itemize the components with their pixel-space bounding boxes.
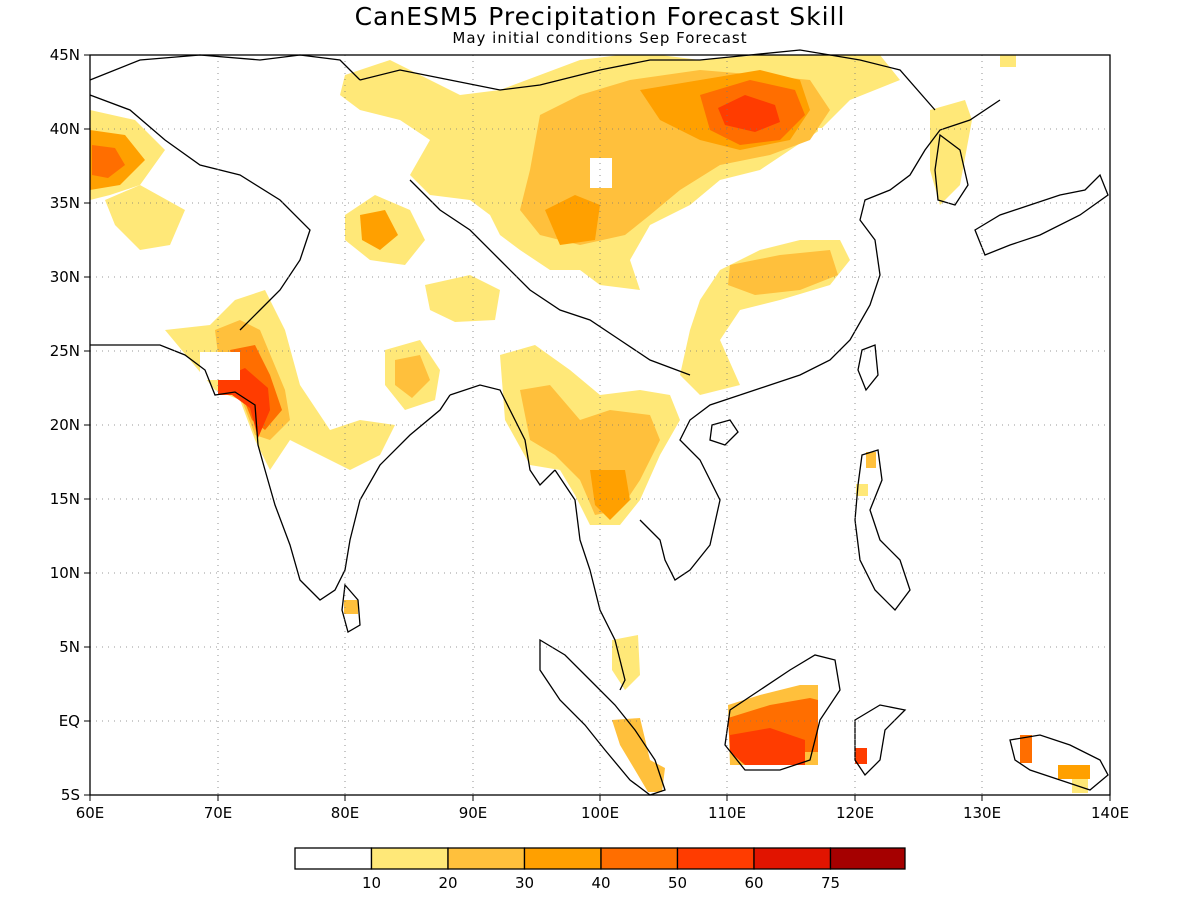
skill-cell: [344, 600, 358, 614]
skill-cell: [1058, 765, 1090, 779]
coastline-japan: [974, 173, 1109, 256]
coastline-korea: [934, 133, 969, 206]
map-subtitle: May initial conditions Sep Forecast: [452, 29, 748, 47]
lat-label: 20N: [50, 416, 80, 434]
lon-label: 100E: [581, 804, 619, 822]
skill-cell: [855, 748, 867, 764]
coastlines: [89, 49, 1109, 796]
lon-label: 70E: [204, 804, 233, 822]
skill-cell: [1020, 735, 1032, 763]
gridlines: [90, 55, 1110, 795]
coastline-new-guinea: [1009, 734, 1109, 791]
skill-region-central-india: [395, 355, 430, 398]
skill-region-north-central-asia: [718, 95, 780, 132]
lat-label: 10N: [50, 564, 80, 582]
skill-region-korea: [930, 100, 972, 205]
legend-swatch: [676, 847, 755, 870]
legend-swatch: [829, 847, 906, 870]
lat-label: 15N: [50, 490, 80, 508]
masked-cell: [200, 352, 240, 380]
lon-label: 120E: [836, 804, 874, 822]
skill-region-south-china: [728, 250, 838, 295]
coastline-taiwan: [857, 344, 879, 392]
lon-ticks: [89, 795, 1111, 801]
lon-label: 60E: [76, 804, 105, 822]
legend-level-label: 50: [668, 874, 687, 892]
coastline-borneo: [724, 654, 841, 771]
coastline-srilanka: [341, 583, 361, 633]
skill-region-sumatra: [612, 718, 665, 792]
legend-swatch: [294, 847, 373, 870]
coastline-sumatra: [539, 638, 666, 796]
legend-level-label: 75: [821, 874, 840, 892]
skill-region-indochina: [590, 470, 630, 520]
legend-level-label: 20: [438, 874, 457, 892]
coastline-india: [90, 344, 451, 601]
skill-region-nepal: [425, 275, 500, 322]
lat-label: 45N: [50, 46, 80, 64]
coastline-indochina: [554, 394, 741, 691]
skill-region-west-india: [218, 368, 270, 438]
lat-label: 5S: [61, 786, 80, 804]
legend-level-label: 60: [744, 874, 763, 892]
masked-cell: [818, 128, 842, 158]
coastline-hainan: [709, 419, 739, 446]
lat-label: 25N: [50, 342, 80, 360]
lon-label: 110E: [708, 804, 746, 822]
legend-level-label: 30: [515, 874, 534, 892]
legend-level-label: 40: [591, 874, 610, 892]
lon-label: 80E: [331, 804, 360, 822]
skill-region-iran: [92, 145, 125, 178]
lat-label: EQ: [59, 712, 80, 730]
coastline-china: [739, 99, 1001, 396]
lat-label: 30N: [50, 268, 80, 286]
lat-ticks: [84, 54, 90, 796]
skill-cell: [856, 484, 868, 496]
lon-labels: 60E 70E 80E 90E 100E 110E 120E 130E 140E: [76, 804, 1129, 822]
masked-cell: [590, 158, 612, 188]
skill-region-arabia: [105, 185, 185, 250]
legend-swatch: [370, 847, 449, 870]
legend-swatch: [600, 847, 679, 870]
legend-swatch: [523, 847, 602, 870]
lat-label: 40N: [50, 120, 80, 138]
lat-label: 35N: [50, 194, 80, 212]
lon-label: 130E: [963, 804, 1001, 822]
lat-label: 5N: [59, 638, 80, 656]
border-central-asia: [89, 49, 936, 376]
skill-cell: [866, 452, 876, 468]
coastline-philippines: [854, 449, 911, 611]
lon-label: 90E: [459, 804, 488, 822]
skill-region-pakistan: [360, 210, 398, 250]
skill-region-sumatra: [612, 635, 640, 690]
skill-region-borneo: [730, 728, 805, 765]
legend-swatch: [447, 847, 526, 870]
lat-labels: 5S EQ 5N 10N 15N 20N 25N 30N 35N 40N 45N: [50, 46, 80, 804]
skill-shading: [90, 55, 1090, 793]
skill-cell: [1000, 55, 1016, 67]
lon-label: 140E: [1091, 804, 1129, 822]
coastline-sulawesi: [854, 704, 907, 777]
map-title: CanESM5 Precipitation Forecast Skill: [354, 2, 846, 31]
legend-level-label: 10: [362, 874, 381, 892]
color-legend: 10 20 30 40 50 60 75: [294, 847, 906, 892]
skill-region-north-central-asia: [545, 195, 600, 245]
legend-swatch: [753, 847, 832, 870]
coastline-bay-of-bengal: [449, 384, 556, 487]
